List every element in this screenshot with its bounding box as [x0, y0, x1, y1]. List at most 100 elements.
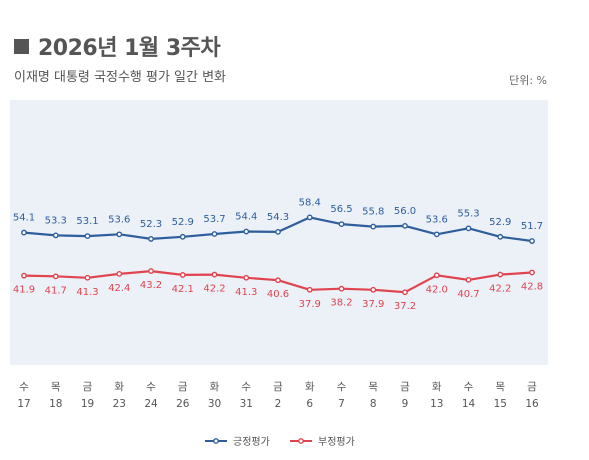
x-tick-day: 금 — [178, 381, 188, 393]
negative-point — [433, 272, 440, 279]
negative-point — [116, 270, 123, 277]
legend-label-1: 부정평가 — [318, 436, 355, 448]
positive-data-label: 51.7 — [521, 221, 543, 232]
positive-data-label: 58.4 — [299, 197, 321, 208]
negative-point — [370, 286, 377, 293]
positive-data-label: 55.8 — [362, 207, 384, 218]
positive-point — [402, 222, 408, 229]
positive-data-label: 56.0 — [394, 206, 416, 217]
negative-data-label: 42.2 — [489, 284, 511, 295]
x-tick-day: 수 — [464, 381, 474, 393]
positive-data-label: 54.3 — [267, 212, 289, 223]
negative-point — [306, 286, 313, 293]
negative-point — [497, 271, 504, 278]
negative-data-label: 37.9 — [362, 299, 384, 310]
x-tick-date: 14 — [462, 398, 476, 410]
negative-data-label: 40.7 — [457, 289, 479, 300]
chart-title: 2026년 1월 3주차 — [38, 36, 221, 61]
x-tick-day: 금 — [527, 381, 537, 393]
negative-data-label: 42.1 — [172, 284, 194, 295]
unit-label: 단위: % — [509, 74, 547, 87]
positive-data-label: 56.5 — [330, 204, 352, 215]
negative-data-label: 41.3 — [235, 287, 257, 298]
x-tick-day: 금 — [83, 381, 93, 393]
negative-data-label: 37.9 — [299, 299, 321, 310]
negative-point — [52, 273, 59, 280]
positive-data-label: 52.3 — [140, 219, 162, 230]
positive-data-label: 52.9 — [489, 217, 511, 228]
negative-point — [179, 272, 186, 278]
legend-label-0: 긍정평가 — [233, 436, 270, 448]
x-tick-date: 19 — [81, 398, 94, 410]
legend-marker-1 — [298, 438, 304, 444]
x-tick-date: 8 — [370, 398, 377, 410]
negative-point — [148, 268, 154, 274]
positive-point — [179, 233, 186, 240]
x-tick-date: 18 — [49, 398, 62, 410]
positive-point — [211, 231, 218, 237]
x-tick-day: 화 — [432, 381, 442, 393]
positive-data-label: 52.9 — [172, 217, 194, 228]
negative-point — [402, 289, 408, 296]
positive-point — [21, 229, 27, 236]
negative-point — [84, 274, 91, 281]
positive-point — [306, 214, 313, 221]
negative-data-label: 43.2 — [140, 280, 162, 291]
x-tick-day: 수 — [19, 381, 29, 393]
positive-point — [433, 231, 440, 238]
positive-point — [148, 236, 154, 242]
x-tick-date: 15 — [494, 398, 507, 410]
x-tick-date: 30 — [208, 398, 221, 410]
chart-subtitle: 이재명 대통령 국정수행 평가 일간 변화 — [14, 70, 227, 85]
positive-data-label: 55.3 — [457, 208, 479, 219]
positive-point — [338, 221, 345, 228]
x-tick-day: 수 — [241, 381, 251, 393]
negative-data-label: 40.6 — [267, 289, 289, 300]
title-row: 2026년 1월 3주차 — [14, 30, 221, 62]
x-tick-date: 16 — [525, 398, 539, 410]
negative-data-label: 42.2 — [203, 284, 225, 295]
positive-point — [465, 225, 472, 232]
positive-point — [275, 228, 281, 235]
x-tick-day: 목 — [495, 381, 505, 393]
positive-point — [84, 233, 91, 240]
x-tick-date: 7 — [338, 398, 345, 410]
x-tick-day: 금 — [400, 381, 410, 393]
title-square-icon — [14, 38, 29, 54]
x-tick-day: 화 — [305, 381, 315, 393]
negative-data-label: 41.3 — [76, 287, 98, 298]
negative-point — [21, 272, 27, 279]
x-tick-date: 9 — [402, 398, 409, 410]
x-tick-date: 2 — [275, 398, 282, 410]
positive-point — [52, 232, 59, 239]
positive-data-label: 53.7 — [203, 214, 225, 225]
x-tick-date: 6 — [306, 398, 313, 410]
negative-point — [211, 271, 218, 278]
negative-data-label: 41.9 — [13, 285, 35, 296]
x-tick-date: 13 — [430, 398, 443, 410]
positive-point — [497, 233, 504, 240]
positive-data-label: 53.6 — [108, 214, 130, 225]
x-tick-date: 24 — [144, 398, 158, 410]
positive-data-label: 53.1 — [76, 216, 98, 227]
x-tick-date: 31 — [240, 398, 253, 410]
x-tick-day: 목 — [51, 381, 61, 393]
positive-point — [529, 238, 535, 244]
negative-point — [338, 285, 345, 292]
negative-point — [243, 274, 250, 281]
positive-data-label: 53.6 — [426, 214, 448, 225]
positive-data-label: 54.4 — [235, 212, 257, 223]
x-tick-date: 26 — [176, 398, 190, 410]
positive-point — [243, 228, 250, 235]
negative-point — [275, 277, 281, 284]
x-tick-day: 수 — [337, 381, 347, 393]
positive-data-label: 53.3 — [45, 215, 67, 226]
negative-data-label: 38.2 — [330, 298, 352, 309]
x-tick-day: 화 — [210, 381, 220, 393]
x-tick-day: 수 — [146, 381, 156, 393]
x-tick-day: 목 — [368, 381, 378, 393]
positive-point — [370, 223, 377, 230]
negative-point — [529, 269, 535, 276]
x-tick-date: 17 — [17, 398, 30, 410]
